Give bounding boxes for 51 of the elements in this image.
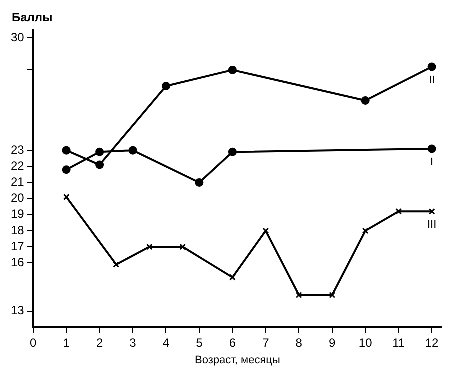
point bbox=[428, 144, 436, 154]
point bbox=[113, 261, 120, 268]
x-tick-label: 5 bbox=[196, 336, 204, 350]
point bbox=[396, 208, 402, 215]
x-tick-label: 2 bbox=[96, 336, 104, 350]
series-label: III bbox=[427, 219, 437, 232]
y-tick-label: 21 bbox=[10, 175, 25, 190]
point bbox=[96, 160, 104, 170]
point bbox=[62, 146, 71, 155]
x-axis-title: Возраст, месяцы bbox=[194, 354, 280, 366]
x-tick-label: 10 bbox=[358, 336, 373, 350]
y-tick-label: 13 bbox=[10, 304, 25, 318]
y-tick-label: 17 bbox=[10, 239, 25, 254]
point bbox=[63, 194, 70, 200]
y-tick-label: 20 bbox=[10, 191, 25, 206]
x-tick-label: 8 bbox=[296, 336, 303, 350]
point bbox=[180, 244, 186, 250]
y-tick-label: 23 bbox=[10, 142, 25, 157]
x-tick-label: 3 bbox=[130, 336, 137, 350]
x-tick-label: 12 bbox=[425, 336, 440, 350]
point bbox=[195, 178, 204, 187]
point bbox=[162, 82, 170, 91]
point bbox=[62, 166, 71, 174]
point bbox=[228, 66, 237, 74]
x-tick-label: 1 bbox=[63, 336, 70, 350]
y-tick-label: 16 bbox=[10, 255, 25, 270]
x-tick-label: 7 bbox=[262, 336, 270, 350]
y-tick-label: 18 bbox=[10, 223, 25, 238]
point bbox=[428, 208, 436, 215]
series-label: I bbox=[430, 156, 434, 168]
point bbox=[146, 244, 153, 250]
point bbox=[96, 148, 104, 156]
y-axis-title: Баллы bbox=[12, 10, 53, 24]
y-tick-label: 30 bbox=[10, 30, 25, 44]
x-tick-label: 9 bbox=[329, 336, 336, 350]
point bbox=[329, 292, 336, 298]
y-tick-label: 22 bbox=[10, 158, 25, 173]
x-tick-label: 4 bbox=[162, 336, 170, 350]
point bbox=[361, 96, 370, 105]
series-label: II bbox=[428, 74, 436, 87]
x-tick-label: 0 bbox=[30, 336, 38, 350]
point bbox=[229, 274, 236, 281]
point bbox=[228, 148, 237, 156]
y-tick-label: 19 bbox=[10, 207, 25, 222]
x-tick-label: 11 bbox=[392, 336, 406, 350]
point bbox=[428, 62, 436, 72]
point bbox=[296, 292, 302, 298]
point bbox=[262, 228, 270, 234]
point bbox=[128, 146, 138, 155]
point bbox=[362, 228, 369, 234]
x-tick-label: 6 bbox=[229, 336, 236, 350]
